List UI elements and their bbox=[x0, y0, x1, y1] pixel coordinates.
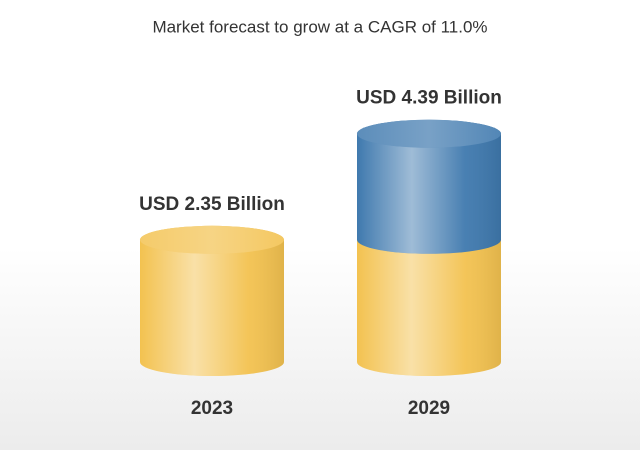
value-label: USD 2.35 Billion bbox=[139, 194, 285, 215]
value-label: USD 4.39 Billion bbox=[356, 88, 502, 109]
x-tick-label: 2029 bbox=[408, 398, 450, 419]
cylinder-shine bbox=[357, 119, 501, 254]
cylinder-shine bbox=[357, 225, 501, 376]
chart-title: Market forecast to grow at a CAGR of 11.… bbox=[152, 17, 487, 36]
cylinder-top-shine bbox=[357, 119, 501, 148]
cylinder-top-shine bbox=[140, 225, 284, 254]
cylinder-shine bbox=[140, 225, 284, 376]
x-tick-label: 2023 bbox=[191, 398, 233, 419]
